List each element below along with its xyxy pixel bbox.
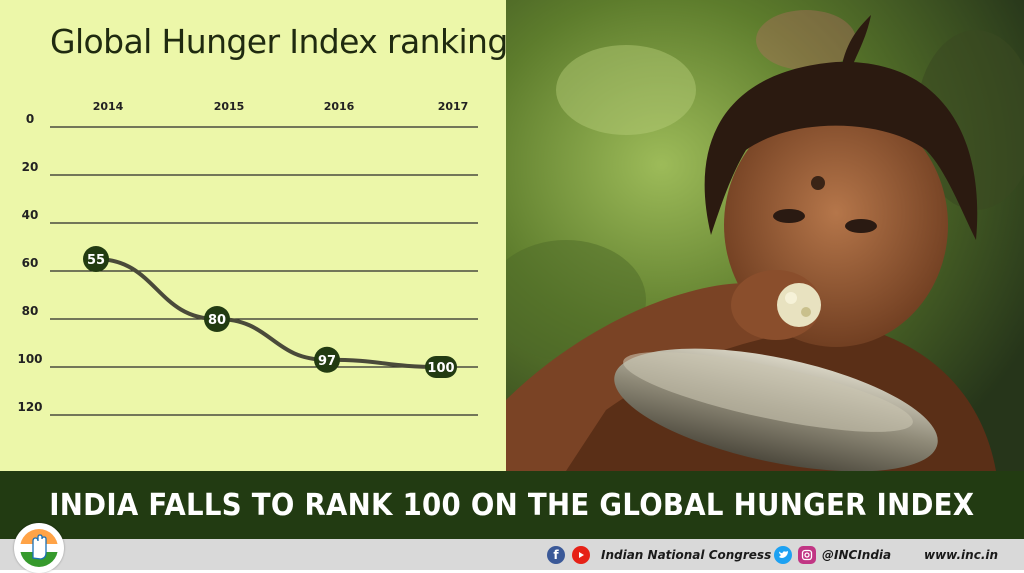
headline-banner: INDIA FALLS TO RANK 100 ON THE GLOBAL HU… [0,471,1024,539]
data-point-marker [314,346,340,373]
x-tick-label: 2016 [324,100,355,113]
data-point-marker [204,306,230,332]
youtube-icon[interactable] [572,546,590,564]
y-tick-label: 120 [17,400,42,414]
line-chart: 0 20 40 60 80 100 120 2014 2015 2016 2017 55 80 97 100 [17,100,478,416]
x-tick-label: 2014 [93,100,124,113]
headline: INDIA FALLS TO RANK 100 ON THE GLOBAL HU… [49,487,975,523]
chart-panel: Global Hunger Index ranking 0 20 40 60 80 100… [0,0,508,471]
social-twitter[interactable] [774,546,792,564]
congress-logo [14,523,64,573]
instagram-icon[interactable] [798,546,816,564]
photo-child-eating [506,0,1024,471]
social-handle: @INCIndia [822,548,892,562]
x-tick-label: 2015 [214,100,245,113]
data-label: 55 [87,253,105,268]
website-wrap[interactable]: www.inc.in [924,546,998,564]
data-label: 80 [208,313,226,328]
y-tick-label: 100 [17,352,42,366]
twitter-icon[interactable] [774,546,792,564]
social-instagram[interactable] [798,546,816,564]
social-youtube[interactable] [572,546,590,564]
y-tick-label: 40 [22,208,39,222]
y-tick-label: 20 [22,160,39,174]
y-tick-label: 80 [22,304,39,318]
org-name: Indian National Congress [601,548,772,562]
y-tick-label: 0 [26,112,34,126]
data-point-marker [83,246,109,272]
social-facebook[interactable]: f [547,546,565,564]
website-link[interactable]: www.inc.in [924,548,999,562]
data-point-marker [425,356,457,378]
data-label: 100 [427,361,454,376]
series-line [94,257,443,369]
chart-title: Global Hunger Index ranking [50,22,508,61]
data-label: 97 [318,354,336,369]
org-name-wrap: Indian National Congress [601,546,771,564]
x-tick-label: 2017 [438,100,469,113]
footer-bar: f Indian National Congress @INCIndia www… [0,523,1024,573]
handle-wrap: @INCIndia [822,546,891,564]
y-tick-label: 60 [22,256,39,270]
facebook-icon[interactable]: f [547,546,565,564]
